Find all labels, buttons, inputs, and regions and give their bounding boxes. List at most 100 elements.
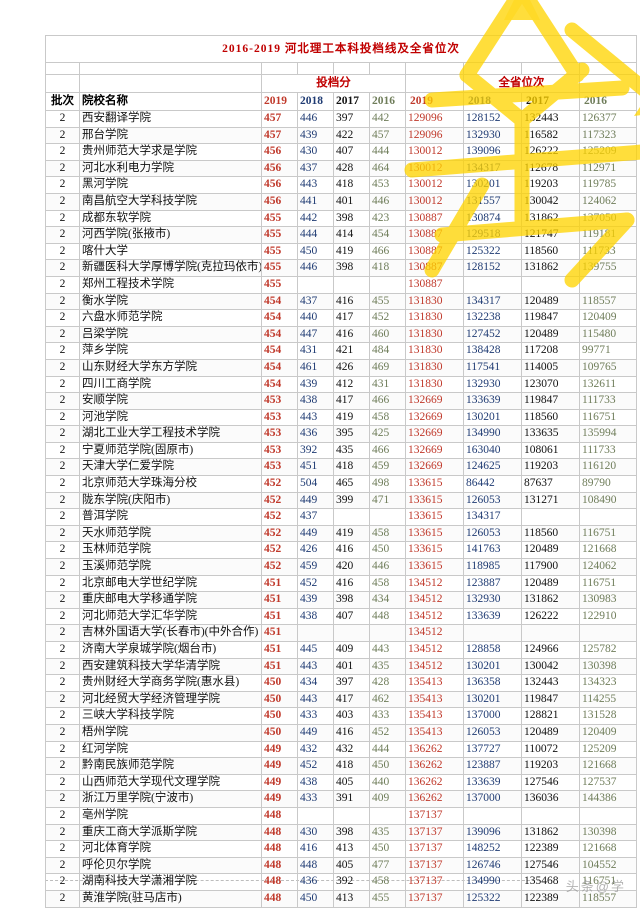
column-header-rank-2019[interactable]: 2019 [405,92,464,111]
table-row[interactable]: 2 呼伦贝尔学院 448 448 405 477 137137 126746 127546 104… [45,856,638,875]
cell-rank-2018: 126053 [463,723,522,742]
table-row[interactable]: 2 天水师范学院 452 449 419 458 133615 126053 118560 116… [45,524,638,543]
cell-score-2019: 454 [261,375,298,394]
table-row[interactable]: 2 河池学院 453 443 419 458 132669 130201 118560 11675… [45,408,638,427]
table-row[interactable]: 2 河北体育学院 448 416 413 450 137137 148252 122389 121… [45,840,638,858]
table-row[interactable]: 2 四川工商学院 454 439 412 431 131830 132930 123070 132… [45,375,638,394]
table-row[interactable]: 2 亳州学院 448 137137 [45,806,638,825]
table-row[interactable]: 2 新疆医科大学厚博学院(克拉玛依市) 455 446 398 418 130887 1281… [45,259,638,277]
table-row[interactable]: 2 重庆工商大学派斯学院 448 430 398 435 137137 139096 13186… [45,823,638,842]
cell-score-2019: 452 [261,558,298,576]
cell-rank-2018: 133639 [463,392,522,410]
table-row[interactable]: 2 山东财经大学东方学院 454 461 426 469 131830 117541 11400… [45,358,638,377]
column-header-batch[interactable]: 批次 [45,92,80,111]
cell-score-2016: 450 [369,541,406,560]
cell-score-2016: 418 [369,259,406,277]
column-header-name[interactable]: 院校名称 [79,92,262,111]
table-row[interactable]: 2 黄淮学院(驻马店市) 448 450 413 455 137137 125322 12238… [45,889,638,908]
cell-score-2018: 443 [297,690,334,709]
table-row[interactable]: 2 南昌航空大学科技学院 456 441 401 446 130012 131557 13004… [45,192,638,211]
table-row[interactable]: 2 吕梁学院 454 447 416 460 131830 127452 120489 11548… [45,325,638,344]
cell-score-2018: 432 [297,740,334,759]
cell-rank-2016: 144386 [578,790,638,808]
table-row[interactable]: 2 河北经贸大学经济管理学院 450 443 417 462 135413 130201 119… [45,690,638,709]
cell-score-2019: 453 [261,458,298,477]
cell-school-name: 河北体育学院 [79,840,262,858]
table-row[interactable]: 2 红河学院 449 432 432 444 136262 137727 110072 12520… [45,740,638,759]
cell-score-2017: 417 [333,690,370,709]
cell-rank-2017: 120489 [521,723,580,742]
table-row[interactable]: 2 三峡大学科技学院 450 433 403 433 135413 137000 128821 1… [45,707,638,725]
table-row[interactable]: 2 重庆邮电大学移通学院 451 439 398 434 134512 132930 13186… [45,591,638,609]
table-row[interactable]: 2 黑河学院 456 443 418 453 130012 130201 119203 11978… [45,176,638,194]
cell-rank-2016: 116751 [578,574,638,593]
table-row[interactable]: 2 宁夏师范学院(固原市) 453 392 435 466 132669 163040 1080… [45,441,638,460]
column-header-rank-2018[interactable]: 2018 [463,92,522,111]
cell-score-2017: 409 [333,641,370,659]
table-row[interactable]: 2 河西学院(张掖市) 455 444 414 454 130887 129518 121747… [45,226,638,244]
table-row[interactable]: 2 西安建筑科技大学华清学院 451 443 401 435 134512 130201 130… [45,657,638,676]
table-row[interactable]: 2 成都东软学院 455 442 398 423 130887 130874 131862 137… [45,209,638,228]
column-header-score-2019[interactable]: 2019 [261,92,298,111]
cell-score-2019: 453 [261,441,298,460]
cell-rank-2018: 124625 [463,458,522,477]
table-row[interactable]: 2 梧州学院 450 449 416 452 135413 126053 120489 12040… [45,723,638,742]
cell-rank-2017: 117900 [521,558,580,576]
cell-score-2018: 452 [297,574,334,593]
cell-score-2017: 398 [333,823,370,842]
table-row[interactable]: 2 北京邮电大学世纪学院 451 452 416 458 134512 123887 12048… [45,574,638,593]
table-row[interactable]: 2 吉林外国语大学(长春市)(中外合作) 451 134512 [45,624,638,642]
cell-score-2016: 452 [369,723,406,742]
table-row[interactable]: 2 浙江万里学院(宁波市) 449 433 391 409 136262 137000 1360… [45,790,638,808]
table-row[interactable]: 2 六盘水师范学院 454 440 417 452 131830 132238 119847 12… [45,309,638,327]
column-header-rank-2017[interactable]: 2017 [521,92,580,111]
cell-school-name: 安顺学院 [79,392,262,410]
table-row[interactable]: 2 河北水利电力学院 456 437 428 464 130012 134317 112678 1… [45,159,638,178]
column-header-score-2018[interactable]: 2018 [297,92,334,111]
table-row[interactable]: 2 湖南科技大学潇湘学院 448 436 392 458 137137 134990 13546… [45,873,638,891]
cell-score-2016: 457 [369,126,406,145]
table-row[interactable]: 2 黔南民族师范学院 449 452 418 450 136262 123887 119203 1… [45,757,638,775]
cell-rank-2017: 119847 [521,392,580,410]
table-row[interactable]: 2 郑州工程技术学院 455 130887 [45,275,638,294]
cell-rank-2017: 120489 [521,574,580,593]
table-row[interactable]: 2 山西师范大学现代文理学院 449 438 405 440 136262 133639 127… [45,773,638,792]
cell-rank-2018: 130874 [463,209,522,228]
cell-school-name: 萍乡学院 [79,342,262,360]
table-row[interactable]: 2 贵州财经大学商务学院(惠水县) 450 434 397 428 135413 136358… [45,674,638,692]
table-row[interactable]: 2 邢台学院 457 439 422 457 129096 132930 116582 11732… [45,126,638,145]
table-row[interactable]: 2 普洱学院 452 437 133615 134317 [45,508,638,526]
table-row[interactable]: 2 玉溪师范学院 452 459 420 446 133615 118985 117900 124… [45,558,638,576]
cell-score-2019: 454 [261,342,298,360]
table-row[interactable]: 2 天津大学仁爱学院 453 451 418 459 132669 124625 119203 1… [45,458,638,477]
cell-rank-2016: 135994 [578,425,638,443]
table-row[interactable]: 2 西安翻译学院 457 446 397 442 129096 128152 132443 126… [45,110,638,128]
table-row[interactable]: 2 河北师范大学汇华学院 451 438 407 448 134512 133639 12622… [45,607,638,626]
table-row[interactable]: 2 安顺学院 453 438 417 466 132669 133639 119847 11173… [45,392,638,410]
table-row[interactable]: 2 喀什大学 455 450 419 466 130887 125322 118560 11173… [45,242,638,261]
table-row[interactable]: 2 萍乡学院 454 431 421 484 131830 138428 117208 99771 [45,342,638,360]
table-row[interactable]: 2 陇东学院(庆阳市) 452 449 399 471 133615 126053 131271… [45,491,638,510]
cell-rank-2018: 130201 [463,657,522,676]
table-row[interactable]: 2 北京师范大学珠海分校 452 504 465 498 133615 86442 87637 8… [45,475,638,493]
table-row[interactable]: 2 济南大学泉城学院(烟台市) 451 445 409 443 134512 128858 12… [45,641,638,659]
cell-rank-2016: 131528 [578,707,638,725]
cell-score-2017: 403 [333,707,370,725]
cell-score-2016: 444 [369,143,406,161]
cell-rank-2019: 132669 [405,408,464,427]
table-row[interactable]: 2 贵州师范大学求是学院 456 430 407 444 130012 139096 12622… [45,143,638,161]
table-row[interactable]: 2 湖北工业大学工程技术学院 453 436 395 425 132669 134990 133… [45,425,638,443]
cell-batch: 2 [45,790,80,808]
cell-score-2016: 484 [369,342,406,360]
column-header-score-2016[interactable]: 2016 [369,92,406,111]
cell-score-2016: 459 [369,458,406,477]
table-row[interactable]: 2 玉林师范学院 452 426 416 450 133615 141763 120489 121… [45,541,638,560]
cell-rank-2017: 120489 [521,292,580,311]
cell-batch: 2 [45,192,80,211]
cell-score-2019: 454 [261,309,298,327]
cell-score-2017: 401 [333,657,370,676]
table-row[interactable]: 2 衡水学院 454 437 416 455 131830 134317 120489 11855… [45,292,638,311]
column-header-rank-2016[interactable]: 2016 [578,92,638,111]
cell-score-2017: 405 [333,773,370,792]
column-header-score-2017[interactable]: 2017 [333,92,370,111]
